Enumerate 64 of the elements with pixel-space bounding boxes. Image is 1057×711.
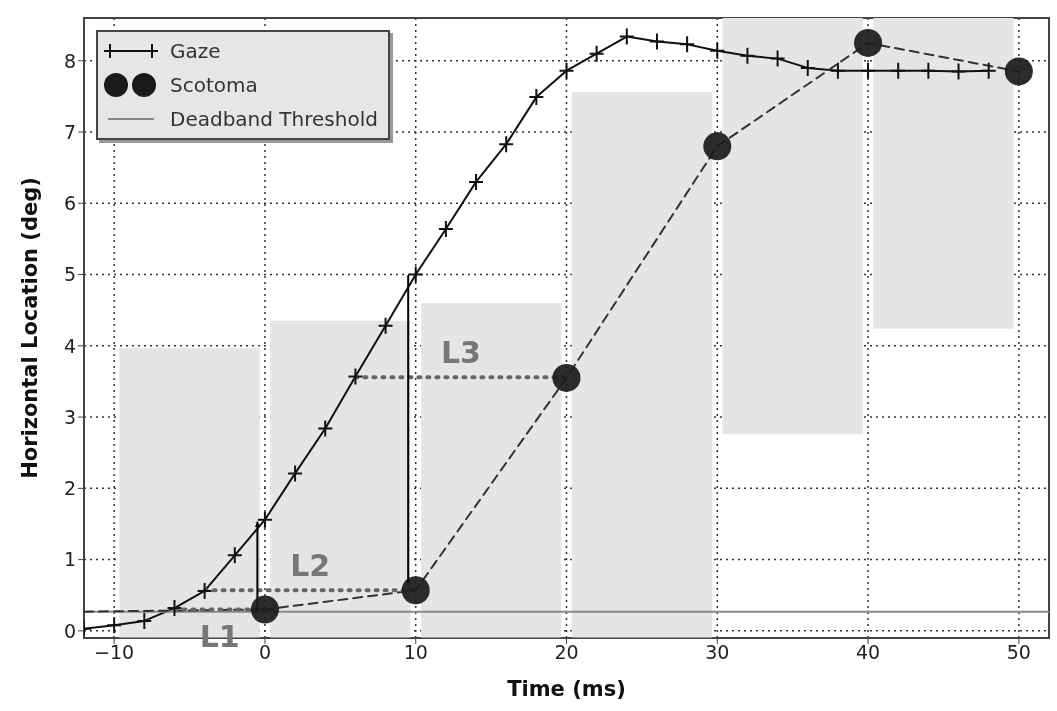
point <box>136 611 153 630</box>
point <box>498 135 515 154</box>
y-tick-label: 7 <box>63 120 76 143</box>
legend-label: Gaze <box>170 39 221 63</box>
annotation: L2 <box>290 548 331 584</box>
point <box>829 61 846 80</box>
legend-label: Scotoma <box>170 73 258 97</box>
point <box>106 616 123 635</box>
point <box>401 576 430 605</box>
point <box>558 61 575 80</box>
point <box>709 41 726 60</box>
bar <box>873 18 1014 329</box>
point <box>377 316 394 335</box>
bar <box>722 18 863 435</box>
point <box>950 62 967 81</box>
point <box>528 88 545 107</box>
point <box>588 44 605 63</box>
y-tick-label: 3 <box>63 405 76 428</box>
y-tick-label: 8 <box>63 49 76 72</box>
point <box>437 219 454 238</box>
point <box>739 46 756 65</box>
x-tick-label: 40 <box>855 641 881 664</box>
bar <box>270 320 411 638</box>
point <box>799 58 816 77</box>
y-tick-label: 1 <box>63 548 76 571</box>
point <box>648 32 665 51</box>
x-tick-label: 0 <box>258 641 271 664</box>
point <box>679 35 696 54</box>
legend-label: Deadband Threshold <box>170 107 378 131</box>
x-tick-label: 50 <box>1006 641 1031 664</box>
point <box>226 546 243 565</box>
point <box>166 599 183 618</box>
point <box>256 510 273 529</box>
y-tick-label: 6 <box>63 192 76 215</box>
point <box>618 27 635 46</box>
point <box>468 172 485 191</box>
x-tick-label: 30 <box>705 641 730 664</box>
y-tick-label: 2 <box>63 477 76 500</box>
point <box>407 265 424 284</box>
point <box>860 61 877 80</box>
point <box>196 581 213 600</box>
point <box>769 49 786 68</box>
y-axis-title: Horizontal Location (deg) <box>18 177 43 479</box>
y-tick-label: 0 <box>63 619 76 642</box>
x-tick-label: 20 <box>554 641 579 664</box>
y-tick-label: 5 <box>63 263 76 286</box>
point <box>920 61 937 80</box>
bar <box>571 92 712 638</box>
point <box>250 595 279 624</box>
point <box>552 363 581 392</box>
point <box>890 61 907 80</box>
annotation: L3 <box>440 335 481 371</box>
bar <box>421 303 562 638</box>
y-tick-label: 4 <box>63 334 76 357</box>
point <box>317 419 334 438</box>
point <box>1004 57 1033 86</box>
x-axis-title: Time (ms) <box>507 677 626 701</box>
point <box>854 28 883 57</box>
point <box>287 464 304 483</box>
point <box>703 132 732 161</box>
x-tick-label: −10 <box>94 641 135 664</box>
point <box>347 367 364 386</box>
point <box>980 61 997 80</box>
x-tick-label: 10 <box>403 641 428 664</box>
